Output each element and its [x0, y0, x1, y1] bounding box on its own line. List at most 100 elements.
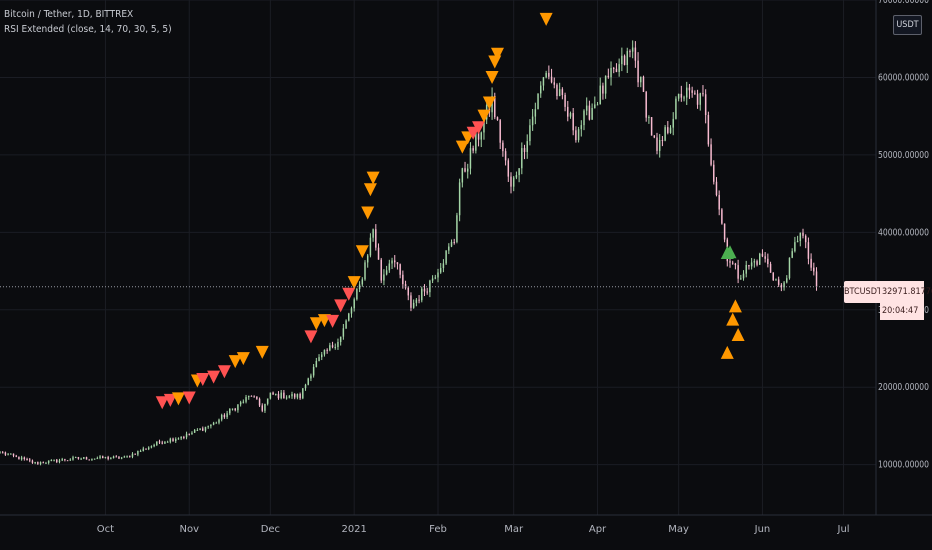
candle-body — [631, 47, 634, 52]
candle-body — [361, 279, 364, 285]
candle-body — [77, 457, 80, 459]
candle-body — [450, 242, 453, 247]
candle-body — [734, 263, 737, 266]
candle-body — [118, 456, 120, 459]
candle-body — [285, 397, 288, 399]
candle-body — [472, 148, 474, 151]
symbol-title[interactable]: Bitcoin / Tether, 1D, BITTREX — [4, 9, 134, 20]
candle-body — [234, 408, 236, 411]
candle-body — [550, 76, 553, 83]
rsi-marker-red — [155, 396, 169, 410]
candle-body — [458, 182, 461, 216]
rsi-marker-green — [723, 245, 737, 259]
x-tick-label: Jul — [837, 524, 850, 535]
candle-body — [272, 392, 274, 395]
candle-body — [388, 263, 391, 271]
candle-body — [215, 422, 218, 424]
candle-body — [685, 87, 688, 98]
candle-body — [396, 262, 399, 265]
candle-body — [769, 263, 772, 273]
candle-body — [612, 67, 615, 69]
candle-body — [88, 459, 90, 461]
candle-body — [775, 279, 777, 281]
candle-body — [120, 457, 123, 459]
candle-body — [594, 104, 596, 108]
candle-body — [37, 462, 39, 464]
candle-body — [442, 263, 445, 269]
candle-body — [556, 84, 558, 97]
candle-body — [369, 237, 372, 256]
candle-body — [180, 437, 182, 439]
rsi-marker-red — [334, 299, 348, 313]
candle-body — [529, 125, 531, 142]
candle-body — [707, 115, 710, 145]
x-tick-label: Oct — [97, 524, 114, 535]
time-axis[interactable]: Oct Nov Dec 2021 Feb Mar Apr May Jun Jul — [97, 524, 850, 535]
candle-body — [372, 229, 374, 238]
candle-body — [226, 413, 228, 418]
rsi-marker-orange — [355, 245, 369, 259]
candle-body — [402, 274, 404, 285]
candle-body — [134, 453, 136, 455]
candle-body — [385, 270, 388, 275]
candle-body — [491, 96, 493, 113]
candle-body — [780, 284, 783, 288]
rsi-marker-orange — [363, 183, 377, 197]
price-axis[interactable]: 10000.0000020000.0000030000.0000040000.0… — [878, 0, 929, 471]
candle-body — [694, 92, 696, 94]
candle-body — [599, 85, 601, 105]
candle-body — [688, 87, 691, 91]
candle-body — [247, 395, 250, 398]
candle-body — [375, 229, 377, 248]
candle-body — [177, 438, 180, 440]
candle-body — [261, 405, 264, 411]
candle-body — [672, 118, 674, 128]
candle-body — [669, 127, 672, 133]
candle-body — [661, 140, 664, 142]
candle-body — [518, 168, 520, 176]
candle-body — [50, 459, 53, 461]
candle-body — [740, 278, 742, 280]
candle-body — [93, 458, 96, 460]
y-tick-label: 40000.00000 — [878, 227, 929, 238]
rsi-marker-orange — [485, 70, 499, 84]
candle-body — [415, 299, 418, 303]
candle-body — [356, 289, 358, 300]
x-tick-label: Apr — [589, 524, 607, 535]
candle-body — [483, 119, 485, 133]
candle-body — [283, 392, 285, 399]
candle-body — [648, 117, 650, 119]
candle-body — [448, 246, 450, 251]
candle-body — [304, 384, 307, 389]
candle-body — [583, 110, 585, 126]
rsi-marker-red — [342, 287, 356, 301]
candle-body — [358, 284, 361, 290]
candle-body — [337, 341, 339, 348]
candle-body — [47, 460, 50, 463]
candle-body — [188, 433, 191, 435]
y-tick-label: 10000.00000 — [878, 460, 929, 471]
candle-body — [20, 457, 23, 460]
candle-body — [718, 195, 720, 210]
candle-body — [813, 267, 815, 272]
candle-body — [115, 456, 118, 458]
candle-body — [277, 393, 280, 399]
candle-body — [561, 89, 564, 95]
candle-body — [564, 94, 566, 107]
candle-body — [466, 168, 469, 172]
candle-body — [183, 437, 185, 439]
candle-body — [788, 257, 791, 279]
y-tick-label: 50000.00000 — [878, 150, 929, 161]
candle-body — [807, 242, 810, 259]
indicator-title[interactable]: RSI Extended (close, 14, 70, 30, 5, 5) — [4, 24, 172, 35]
rsi-marker-orange — [477, 109, 491, 123]
candle-body — [80, 458, 82, 460]
candle-body — [629, 51, 631, 53]
currency-badge[interactable]: USDT — [893, 15, 922, 35]
candle-body — [418, 299, 420, 301]
candle-body — [815, 271, 818, 287]
candle-body — [366, 255, 369, 263]
candle-body — [783, 282, 785, 288]
candle-body — [269, 392, 272, 399]
